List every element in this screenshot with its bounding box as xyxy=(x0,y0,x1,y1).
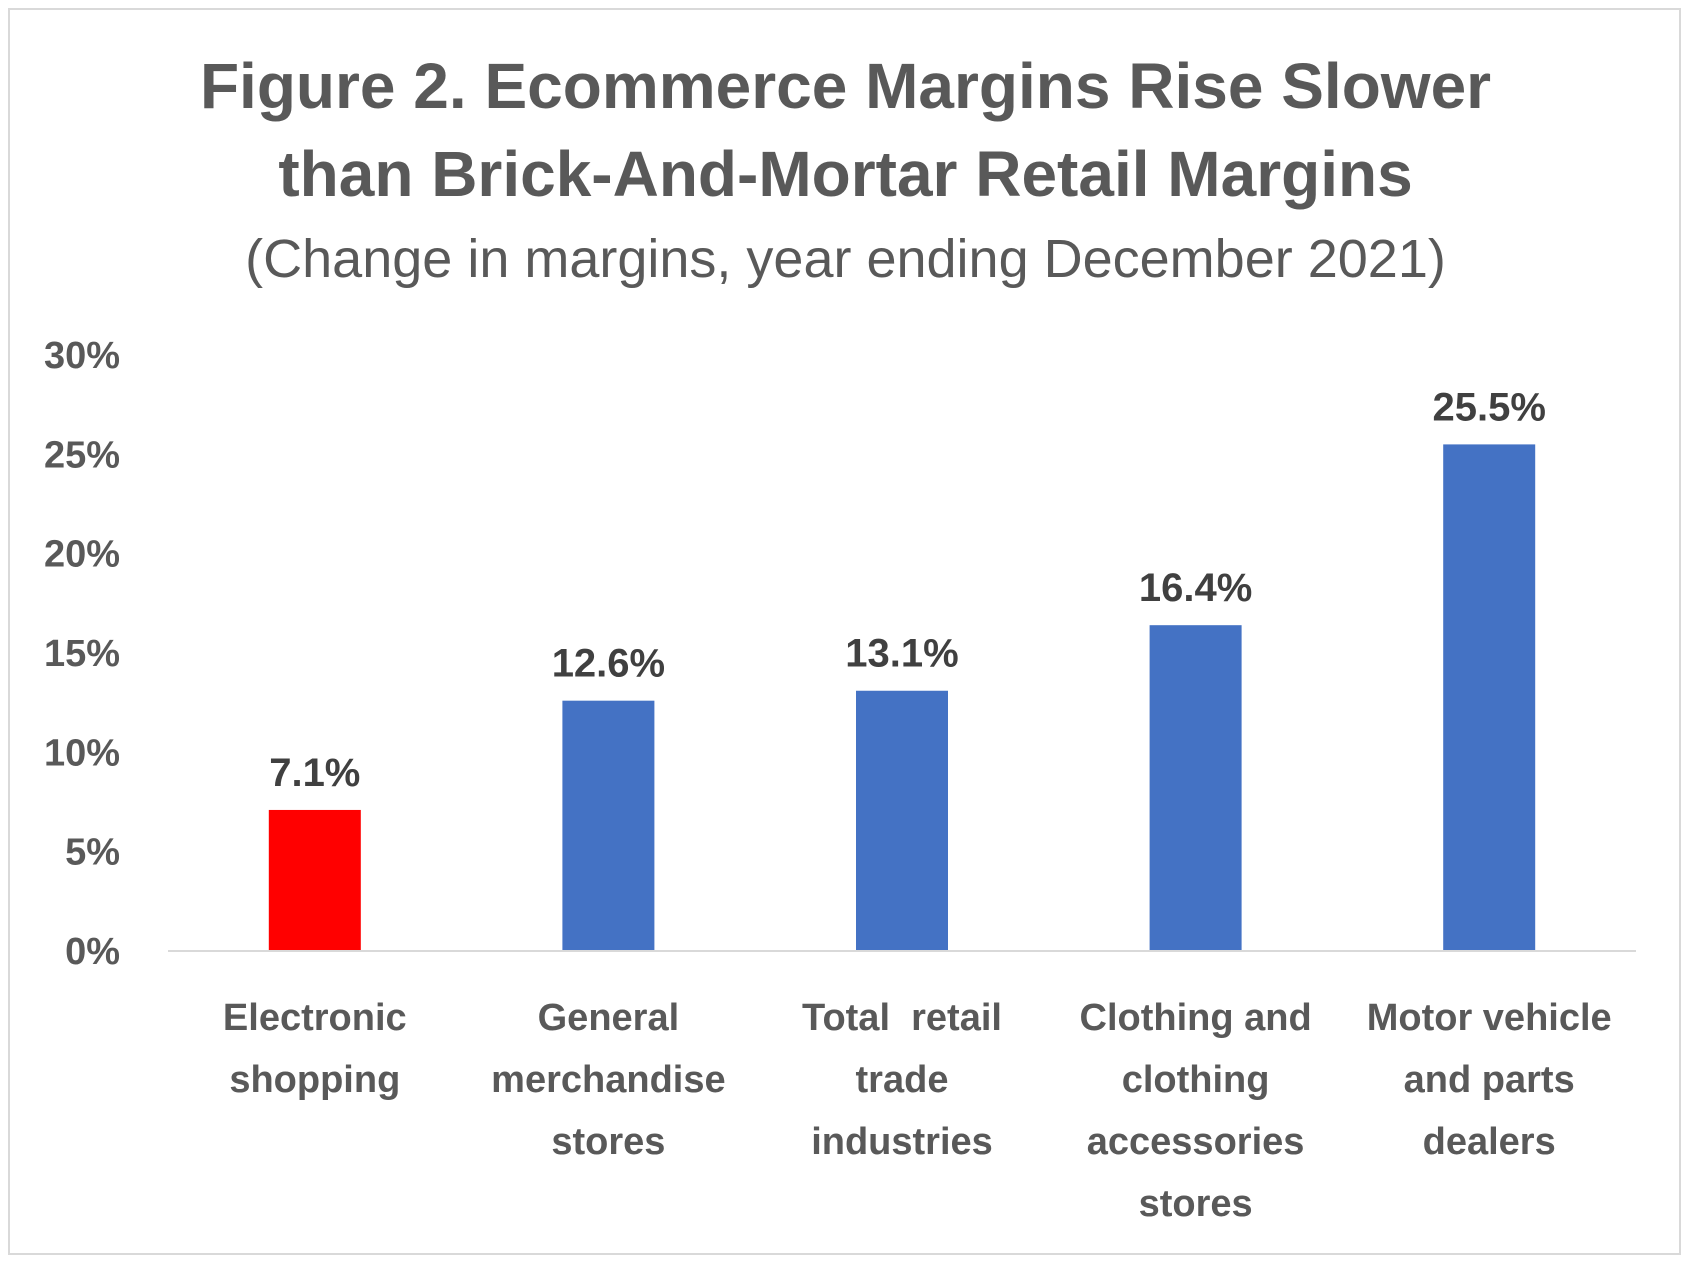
y-tick-label: 20% xyxy=(44,534,120,576)
x-category-label: and parts xyxy=(1404,1059,1575,1101)
chart-title-line-2: than Brick-And-Mortar Retail Margins xyxy=(278,138,1413,210)
data-label: 13.1% xyxy=(845,632,958,676)
x-category-label: industries xyxy=(811,1121,993,1163)
x-category-label: stores xyxy=(1139,1183,1253,1225)
chart-subtitle: (Change in margins, year ending December… xyxy=(245,229,1446,289)
y-tick-label: 0% xyxy=(65,931,120,973)
y-tick-label: 10% xyxy=(44,732,120,774)
bar xyxy=(562,700,655,951)
chart-frame xyxy=(8,8,1681,1255)
x-category-label: stores xyxy=(551,1121,665,1163)
y-tick-label: 5% xyxy=(65,832,120,874)
y-tick-label: 15% xyxy=(44,633,120,675)
data-label: 16.4% xyxy=(1139,566,1252,610)
bar xyxy=(1149,625,1242,951)
x-category-label: dealers xyxy=(1423,1121,1556,1163)
x-category-label: Electronic xyxy=(223,997,407,1039)
bar xyxy=(1443,444,1536,951)
x-category-label: shopping xyxy=(229,1059,400,1101)
y-tick-label: 30% xyxy=(44,335,120,377)
x-category-label: trade xyxy=(856,1059,949,1101)
y-tick-label: 25% xyxy=(44,434,120,476)
x-category-label: merchandise xyxy=(491,1059,725,1101)
bars: 7.1% 12.6% 13.1% 16.4% 25.5% xyxy=(268,385,1546,951)
data-label: 12.6% xyxy=(552,642,665,686)
y-axis: 0% 5% 10% 15% 20% 25% 30% xyxy=(44,335,120,973)
bar xyxy=(268,809,361,951)
x-category-label: General xyxy=(538,997,680,1039)
chart-title-line-1: Figure 2. Ecommerce Margins Rise Slower xyxy=(199,50,1492,122)
data-label: 25.5% xyxy=(1432,385,1545,429)
bar xyxy=(856,690,948,951)
x-category-label: Total retail xyxy=(802,997,1002,1039)
x-category-label: Motor vehicle xyxy=(1367,997,1612,1039)
x-category-label: Clothing and xyxy=(1080,997,1312,1039)
x-axis: Electronic shopping General merchandise stor… xyxy=(168,950,1636,1225)
x-category-label: clothing xyxy=(1122,1059,1270,1101)
x-category-label: accessories xyxy=(1087,1121,1305,1163)
data-label: 7.1% xyxy=(269,751,360,795)
